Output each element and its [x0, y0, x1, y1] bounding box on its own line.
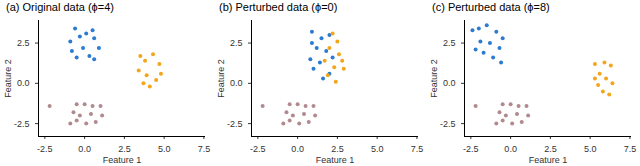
svg-text:2.5: 2.5 [331, 144, 344, 154]
svg-text:2.5: 2.5 [544, 144, 557, 154]
svg-text:0.0: 0.0 [78, 144, 91, 154]
svg-text:2.5: 2.5 [443, 38, 456, 48]
svg-text:0.0: 0.0 [291, 144, 304, 154]
svg-text:0.0: 0.0 [230, 78, 243, 88]
svg-text:5.0: 5.0 [584, 144, 597, 154]
html-text:(a) Original data (ϕ=4): (a) Original data (ϕ=4) [6, 1, 114, 13]
svg-text:0.0: 0.0 [17, 78, 30, 88]
svg-text:0.0: 0.0 [504, 144, 517, 154]
svg-text:2.5: 2.5 [230, 38, 243, 48]
svg-text:-2.5: -2.5 [14, 118, 30, 128]
svg-text:0.0: 0.0 [443, 78, 456, 88]
svg-text:Feature 1: Feature 1 [316, 155, 355, 165]
svg-text:2.5: 2.5 [17, 38, 30, 48]
svg-text:-2.5: -2.5 [227, 118, 243, 128]
svg-text:Feature 2: Feature 2 [216, 59, 226, 98]
svg-text:-2.5: -2.5 [440, 118, 456, 128]
svg-text:Feature 1: Feature 1 [529, 155, 568, 165]
svg-text:5.0: 5.0 [371, 144, 384, 154]
svg-text:-2.5: -2.5 [250, 144, 266, 154]
html-text:(c) Perturbed data (ϕ=8): (c) Perturbed data (ϕ=8) [432, 1, 550, 13]
svg-text:7.5: 7.5 [411, 144, 424, 154]
svg-text:-2.5: -2.5 [37, 144, 53, 154]
svg-text:Feature 2: Feature 2 [3, 59, 13, 98]
svg-text:7.5: 7.5 [624, 144, 637, 154]
svg-text:Feature 1: Feature 1 [103, 155, 142, 165]
svg-text:5.0: 5.0 [158, 144, 171, 154]
svg-text:2.5: 2.5 [118, 144, 131, 154]
svg-text:Feature 2: Feature 2 [429, 59, 439, 98]
svg-text:7.5: 7.5 [198, 144, 211, 154]
svg-text:-2.5: -2.5 [463, 144, 479, 154]
html-text:(b) Perturbed data (ϕ=0): (b) Perturbed data (ϕ=0) [219, 1, 338, 13]
